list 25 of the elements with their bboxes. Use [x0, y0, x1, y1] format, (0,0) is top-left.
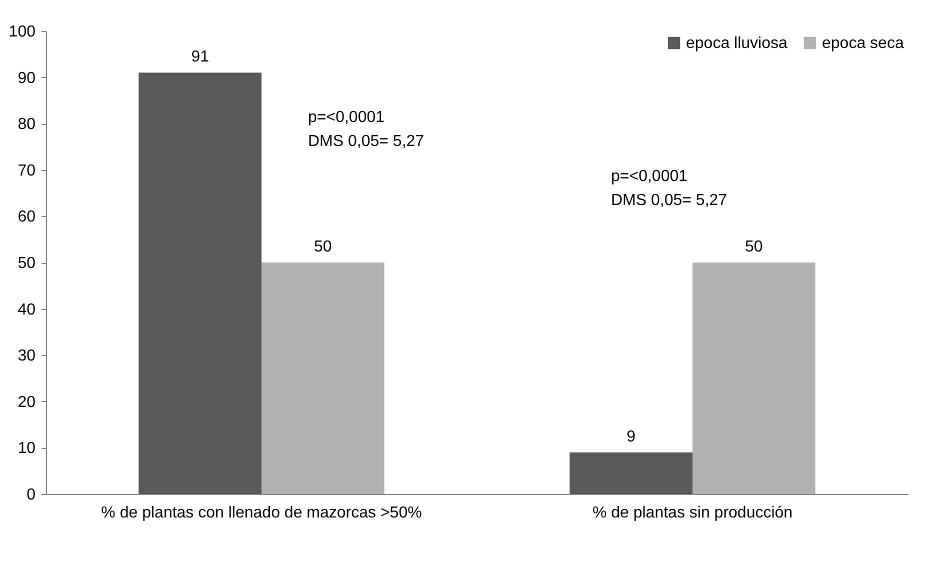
- y-tick-label: 10: [18, 440, 36, 458]
- y-tick-label: 50: [18, 255, 36, 272]
- y-tick-label: 70: [18, 162, 36, 180]
- y-tick-label: 60: [18, 208, 36, 226]
- x-tick-label: % de plantas sin producción: [592, 504, 793, 522]
- y-tick-label: 20: [18, 394, 36, 411]
- annotation: p=<0,0001 DMS 0,05= 5,27: [308, 109, 424, 150]
- data-label: 50: [314, 238, 332, 256]
- data-label: 91: [191, 48, 210, 66]
- y-tick-label: 30: [18, 348, 36, 365]
- legend-label: epoca seca: [822, 35, 904, 52]
- y-tick-label: 0: [26, 486, 36, 504]
- bar: [262, 262, 384, 494]
- x-tick-label: % de plantas con llenado de mazorcas >50%: [101, 504, 422, 522]
- y-tick-label: 90: [18, 70, 36, 87]
- bar: [138, 72, 262, 494]
- y-tick-label: 100: [8, 24, 36, 40]
- y-tick-label: 80: [18, 116, 36, 134]
- legend-label: epoca lluviosa: [686, 35, 788, 52]
- bar: [692, 262, 816, 494]
- y-tick-label: 40: [18, 301, 36, 318]
- data-label: 50: [745, 238, 763, 256]
- bar: [570, 452, 692, 494]
- annotation: p=<0,0001 DMS 0,05= 5,27: [611, 168, 728, 209]
- data-label: 9: [626, 428, 636, 446]
